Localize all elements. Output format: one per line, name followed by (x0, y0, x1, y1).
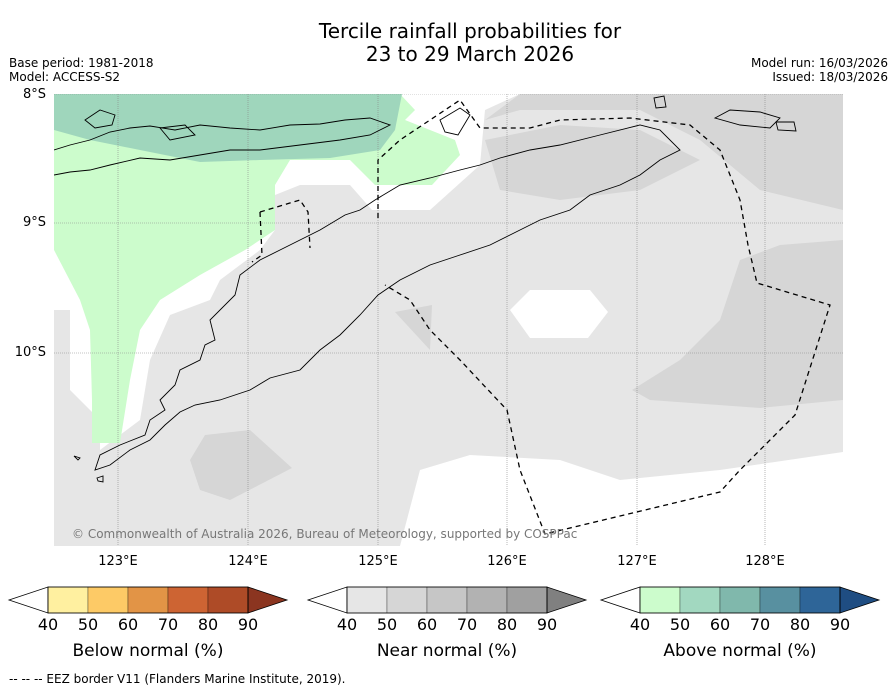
near-normal-50-region-east (632, 240, 843, 408)
eez-border-west (251, 199, 311, 263)
map-area (54, 94, 843, 546)
colorbar-near-tick: 80 (496, 615, 518, 634)
near-normal-50-region-south (190, 430, 292, 500)
map-title: Tercile rainfall probabilities for 23 to… (0, 20, 896, 66)
colorbar-below-tick: 60 (117, 615, 139, 634)
north-islands-coastline (54, 117, 392, 176)
islet-7 (73, 455, 81, 461)
colorbar-below-segment (167, 586, 209, 614)
near-normal-50-region-north (485, 94, 843, 210)
colorbar-below-tick: 80 (197, 615, 219, 634)
colorbar-below-tick: 40 (37, 615, 59, 634)
colorbar-above-under-triangle (599, 586, 641, 614)
model-name: Model: ACCESS-S2 (9, 70, 121, 84)
colorbar-near-segment (466, 586, 508, 614)
islet-5 (713, 109, 781, 129)
colorbar-above-tick: 60 (709, 615, 731, 634)
timor-coastline (94, 124, 681, 471)
colorbar-near-tick: 40 (336, 615, 358, 634)
colorbar-above-tick: 70 (749, 615, 771, 634)
colorbar-near-tick: 70 (456, 615, 478, 634)
colorbar-label-above: Above normal (%) (663, 641, 817, 661)
colorbar-near (306, 586, 588, 614)
white-patch (510, 290, 608, 338)
lon-label-124e: 124°E (228, 554, 268, 569)
colorbar-near-outline (346, 586, 548, 614)
lon-label-125e: 125°E (358, 554, 398, 569)
islet-4 (653, 95, 667, 109)
coastlines (54, 95, 797, 483)
colorbar-below-over-triangle (247, 586, 289, 614)
colorbar-near-segment (506, 586, 548, 614)
colorbar-near-over-triangle (546, 586, 588, 614)
colorbar-near-tick: 50 (376, 615, 398, 634)
colorbar-label-near: Near normal (%) (376, 641, 518, 661)
colorbar-near-under-triangle (306, 586, 348, 614)
base-period: Base period: 1981-2018 (9, 56, 154, 70)
issued-date: Issued: 18/03/2026 (772, 70, 888, 84)
colorbar-above (599, 586, 881, 614)
colorbar-below-segment (127, 586, 169, 614)
colorbar-above-tick: 90 (829, 615, 851, 634)
colorbar-above-segment (719, 586, 761, 614)
islet-1 (84, 109, 116, 129)
colorbar-label-below: Below normal (%) (72, 641, 224, 661)
lat-label-9s: 9°S (22, 215, 46, 230)
lon-label-128e: 128°E (745, 554, 785, 569)
title-line-1: Tercile rainfall probabilities for (318, 19, 622, 43)
meta-right: Model run: 16/03/2026 Issued: 18/03/2026 (751, 56, 888, 84)
gridlines (54, 94, 843, 546)
colorbar-below-outline (47, 586, 249, 614)
colorbar-above-segment (679, 586, 721, 614)
colorbar-below-tick: 70 (157, 615, 179, 634)
colorbar-near-segment (386, 586, 428, 614)
copyright-text: © Commonwealth of Australia 2026, Bureau… (72, 527, 578, 541)
colorbar-above-tick: 50 (669, 615, 691, 634)
title-line-2: 23 to 29 March 2026 (365, 42, 575, 66)
colorbar-near-tick: 60 (416, 615, 438, 634)
near-normal-50-region-mid (395, 305, 432, 350)
colorbar-below-segment (47, 586, 89, 614)
islet-3 (439, 107, 471, 136)
model-run: Model run: 16/03/2026 (750, 56, 888, 70)
colorbar-above-segment (639, 586, 681, 614)
colorbar-above-segment (759, 586, 801, 614)
islet-2 (159, 124, 196, 141)
colorbar-below-segment (207, 586, 249, 614)
colorbar-below-segment (87, 586, 129, 614)
colorbar-near-segment (346, 586, 388, 614)
eez-footnote: -- -- -- EEZ border V11 (Flanders Marine… (9, 672, 346, 686)
meta-left: Base period: 1981-2018 Model: ACCESS-S2 (9, 56, 154, 84)
islet-6 (775, 121, 797, 132)
colorbar-near-segment (426, 586, 468, 614)
eez-border (251, 99, 831, 535)
islet-8 (96, 475, 104, 483)
near-normal-50-region-ne (485, 125, 700, 200)
colorbar-below (7, 586, 289, 614)
colorbar-near-tick: 90 (536, 615, 558, 634)
lat-label-10s: 10°S (14, 345, 46, 360)
lon-label-123e: 123°E (98, 554, 138, 569)
colorbar-below-tick: 50 (77, 615, 99, 634)
lat-label-8s: 8°S (22, 87, 46, 102)
colorbar-below-tick: 90 (237, 615, 259, 634)
colorbar-above-segment (799, 586, 841, 614)
lon-label-127e: 127°E (617, 554, 657, 569)
above-normal-40-region (54, 94, 460, 443)
colorbar-above-outline (639, 586, 841, 614)
colorbar-below-under-triangle (7, 586, 49, 614)
lon-label-126e: 126°E (487, 554, 527, 569)
colorbar-above-tick: 40 (629, 615, 651, 634)
colorbar-above-tick: 80 (789, 615, 811, 634)
colorbar-above-over-triangle (839, 586, 881, 614)
eez-border-path (377, 99, 831, 535)
